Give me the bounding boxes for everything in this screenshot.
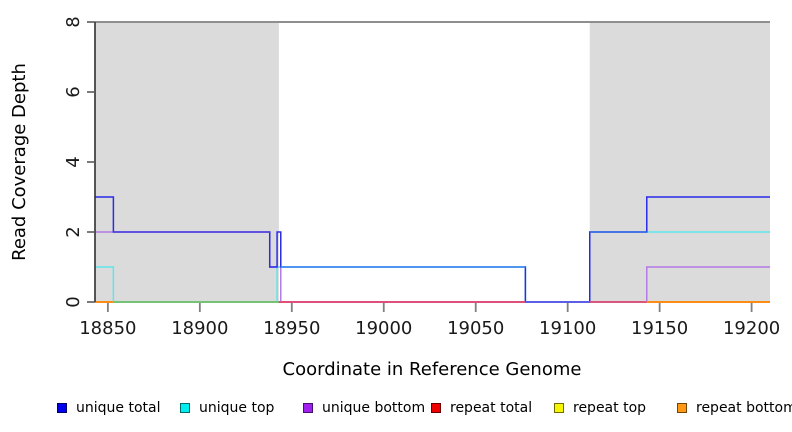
y-axis-title: Read Coverage Depth	[9, 63, 30, 261]
axes	[87, 21, 753, 312]
legend-item-unique-bottom: unique bottom	[303, 398, 425, 418]
legend-swatch-unique-top	[180, 403, 190, 413]
legend-item-repeat-top: repeat top	[554, 398, 646, 418]
shaded-repeat-regions	[95, 22, 770, 302]
y-tick-label: 0	[63, 296, 84, 307]
legend-item-repeat-total: repeat total	[431, 398, 532, 418]
x-tick-label: 18900	[171, 318, 228, 339]
legend: unique total unique top unique bottom repea…	[0, 398, 792, 420]
x-tick-label: 19000	[355, 318, 412, 339]
x-tick-label: 19150	[631, 318, 688, 339]
x-axis-title: Coordinate in Reference Genome	[283, 359, 582, 380]
legend-item-unique-total: unique total	[57, 398, 160, 418]
y-tick-label: 8	[63, 16, 84, 27]
legend-swatch-repeat-bottom	[677, 403, 687, 413]
legend-label: unique top	[199, 400, 275, 416]
x-tick-label: 19050	[447, 318, 504, 339]
legend-swatch-repeat-top	[554, 403, 564, 413]
legend-swatch-unique-total	[57, 403, 67, 413]
legend-item-unique-top: unique top	[180, 398, 274, 418]
x-tick-label: 19200	[723, 318, 780, 339]
x-tick-label: 19100	[539, 318, 596, 339]
legend-item-repeat-bottom: repeat bottom	[677, 398, 792, 418]
y-tick-label: 2	[63, 226, 84, 237]
x-tick-label: 18950	[263, 318, 320, 339]
legend-label: repeat bottom	[696, 400, 792, 416]
series-overlap-segments	[95, 231, 770, 303]
legend-label: unique total	[76, 400, 161, 416]
legend-label: unique bottom	[322, 400, 426, 416]
legend-swatch-repeat-total	[431, 403, 441, 413]
legend-swatch-unique-bottom	[303, 403, 313, 413]
tick-labels: 18850 18900 18950 19000 19050 19100 19150 19200…	[63, 16, 780, 339]
legend-label: repeat top	[573, 400, 647, 416]
y-tick-label: 6	[63, 86, 84, 97]
y-tick-label: 4	[63, 156, 84, 167]
legend-label: repeat total	[450, 400, 533, 416]
shaded-region	[95, 22, 279, 302]
shaded-region	[589, 22, 770, 302]
x-tick-label: 18850	[79, 318, 136, 339]
